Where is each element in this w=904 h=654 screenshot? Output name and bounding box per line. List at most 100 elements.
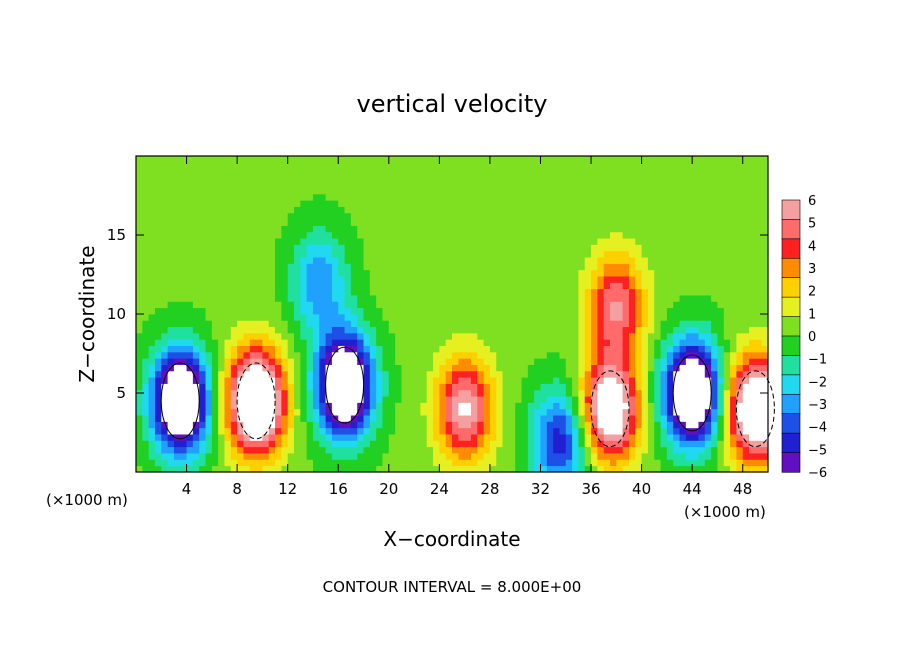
heatmap-cell-2969: [572, 282, 579, 290]
heatmap-cell-1905: [167, 345, 175, 353]
heatmap-cell-1751: [458, 358, 466, 365]
heatmap-cell-2757: [496, 295, 503, 302]
heatmap-cell-3790: [704, 231, 712, 239]
heatmap-cell-929: [319, 408, 326, 416]
heatmap-cell-4453: [470, 187, 478, 195]
heatmap-cell-3652: [464, 238, 472, 245]
heatmap-cell-2735: [357, 295, 364, 302]
heatmap-cell-2701: [142, 295, 150, 302]
heatmap-cell-1702: [148, 358, 156, 365]
heatmap-cell-2936: [363, 282, 371, 290]
heatmap-cell-1024: [287, 402, 295, 410]
heatmap-cell-1938: [376, 345, 383, 353]
heatmap-cell-4117: [243, 206, 251, 214]
heatmap-cell-1720: [262, 358, 270, 365]
heatmap-cell-4317: [243, 193, 251, 201]
heatmap-cell-1673: [597, 364, 605, 372]
heatmap-cell-2141: [395, 332, 402, 340]
heatmap-cell-44: [414, 465, 421, 473]
heatmap-cell-2289: [698, 326, 706, 334]
heatmap-cell-3620: [262, 238, 270, 245]
heatmap-cell-2409: [192, 314, 200, 321]
heatmap-cell-3122: [275, 269, 282, 277]
heatmap-cell-2425: [294, 314, 301, 321]
heatmap-cell-4077: [622, 212, 630, 220]
heatmap-cell-2986: [679, 282, 687, 290]
heatmap-cell-4681: [647, 174, 655, 182]
heatmap-cell-4345: [420, 193, 428, 201]
heatmap-cell-689: [698, 427, 706, 435]
heatmap-cell-1296: [742, 389, 750, 397]
heatmap-cell-3178: [628, 269, 636, 277]
heatmap-cell-3327: [306, 257, 314, 264]
heatmap-cell-4002: [148, 212, 156, 220]
heatmap-cell-1068: [565, 402, 573, 410]
heatmap-cell-2777: [622, 295, 630, 302]
heatmap-cell-3604: [161, 238, 168, 245]
heatmap-cell-152: [464, 459, 472, 467]
heatmap-cell-2461: [521, 314, 529, 321]
heatmap-cell-3641: [395, 238, 402, 245]
heatmap-cell-1917: [243, 345, 251, 353]
heatmap-cell-4595: [736, 181, 744, 188]
heatmap-cell-922: [275, 408, 282, 416]
heatmap-cell-4474: [603, 187, 611, 195]
heatmap-cell-3685: [673, 238, 680, 245]
heatmap-cell-3622: [275, 238, 282, 245]
heatmap-cell-2160: [515, 332, 522, 340]
heatmap-cell-1693: [723, 364, 731, 372]
heatmap-cell-2336: [363, 320, 371, 328]
heatmap-cell-253: [470, 453, 478, 460]
heatmap-cell-4971: [584, 156, 592, 163]
heatmap-cell-2142: [401, 332, 409, 340]
heatmap-cell-2102: [148, 332, 156, 340]
heatmap-cell-3911: [205, 219, 213, 226]
heatmap-cell-3817: [243, 225, 251, 233]
heatmap-cell-3948: [439, 219, 447, 226]
heatmap-cell-642: [401, 427, 409, 435]
heatmap-cell-2880: [641, 288, 649, 296]
heatmap-cell-1514: [224, 370, 232, 378]
heatmap-cell-3086: [679, 276, 687, 283]
heatmap-cell-2041: [395, 339, 402, 346]
heatmap-cell-3720: [262, 231, 270, 239]
heatmap-cell-248: [439, 453, 447, 460]
heatmap-cell-1463: [534, 377, 541, 384]
heatmap-cell-4564: [540, 181, 548, 188]
heatmap-cell-3292: [717, 263, 725, 271]
heatmap-cell-3282: [654, 263, 661, 271]
heatmap-cell-3676: [616, 238, 624, 245]
heatmap-cell-2844: [414, 288, 421, 296]
heatmap-cell-829: [319, 415, 326, 422]
heatmap-cell-2650: [452, 301, 459, 309]
heatmap-cell-4797: [749, 168, 756, 176]
heatmap-cell-2453: [470, 314, 478, 321]
heatmap-cell-2390: [704, 320, 712, 328]
heatmap-cell-4774: [603, 168, 611, 176]
heatmap-cell-4869: [572, 162, 579, 170]
heatmap-cell-4571: [584, 181, 592, 188]
heatmap-cell-2951: [458, 282, 466, 290]
heatmap-cell-2438: [376, 314, 383, 321]
heatmap-cell-1952: [464, 345, 472, 353]
heatmap-cell-4078: [628, 212, 636, 220]
heatmap-cell-3210: [199, 263, 206, 271]
heatmap-cell-4058: [502, 212, 510, 220]
heatmap-cell-3505: [167, 244, 175, 252]
heatmap-cell-3374: [603, 257, 611, 264]
heatmap-cell-235: [357, 453, 364, 460]
heatmap-cell-2321: [268, 320, 276, 328]
heatmap-cell-468: [565, 440, 573, 448]
heatmap-cell-650: [452, 427, 459, 435]
heatmap-cell-1321: [268, 383, 276, 391]
heatmap-cell-511: [205, 434, 213, 441]
heatmap-cell-2603: [154, 301, 162, 309]
heatmap-cell-4616: [237, 174, 244, 182]
heatmap-cell-4256: [489, 200, 497, 207]
heatmap-cell-2175: [610, 332, 617, 340]
heatmap-cell-3501: [142, 244, 150, 252]
heatmap-cell-3455: [483, 250, 491, 258]
heatmap-cell-4691: [711, 174, 718, 182]
heatmap-cell-2585: [673, 307, 680, 315]
heatmap-cell-79: [635, 465, 642, 473]
